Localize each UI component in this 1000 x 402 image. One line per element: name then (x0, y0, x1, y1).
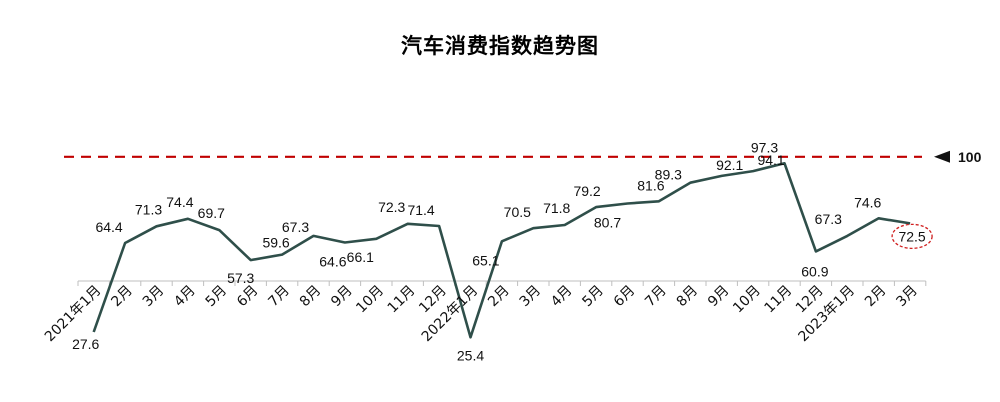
data-label: 71.3 (135, 201, 162, 217)
x-tick-label: 6月 (234, 283, 262, 311)
highlight-ellipse (891, 223, 933, 250)
x-tick-label: 11月 (385, 283, 419, 317)
x-tick-label: 4月 (548, 283, 576, 311)
data-label: 94.1 (757, 152, 784, 168)
data-label: 71.8 (543, 200, 570, 216)
chart-title: 汽车消费指数趋势图 (401, 34, 599, 58)
data-label: 25.4 (457, 347, 484, 363)
x-tick-label: 10月 (730, 283, 764, 317)
x-tick-label: 2月 (862, 283, 890, 311)
x-tick-label: 11月 (762, 283, 796, 317)
data-label: 70.5 (504, 204, 531, 220)
data-label: 57.3 (227, 270, 254, 286)
x-tick-label: 5月 (203, 283, 231, 311)
data-label: 66.1 (347, 249, 374, 265)
reference-line-label: 100 (958, 149, 982, 165)
x-tick-label: 10月 (353, 283, 387, 317)
data-label: 81.6 (637, 177, 664, 193)
data-label: 69.7 (198, 205, 225, 221)
data-label: 92.1 (716, 157, 743, 173)
data-label: 60.9 (801, 263, 828, 279)
x-tick-label: 3月 (893, 283, 921, 311)
reference-line-group: 100 (64, 149, 982, 165)
x-tick-label: 2月 (108, 283, 136, 311)
data-label: 72.3 (378, 199, 405, 215)
data-label: 89.3 (655, 167, 682, 183)
data-labels: 27.664.471.3 74.469.757.359.667.364.6 66.1… (72, 139, 933, 363)
x-tick-label: 3月 (517, 283, 545, 311)
data-label: 27.6 (72, 336, 99, 352)
x-tick-label: 5月 (579, 283, 607, 311)
data-label: 74.4 (166, 194, 193, 210)
data-label: 67.3 (815, 211, 842, 227)
data-label: 59.6 (262, 235, 289, 251)
x-tick-label: 9月 (328, 283, 356, 311)
data-label: 72.5 (898, 228, 925, 244)
x-tick-label: 8月 (674, 283, 702, 311)
x-tick-label: 2月 (485, 283, 513, 311)
data-label: 67.3 (282, 219, 309, 235)
data-label: 64.4 (95, 219, 122, 235)
x-tick-label: 6月 (611, 283, 639, 311)
x-axis (77, 280, 927, 286)
x-tick-label: 7月 (642, 283, 670, 311)
x-tick-label: 3月 (140, 283, 168, 311)
data-label: 64.6 (319, 253, 346, 269)
data-label: 80.7 (594, 215, 621, 231)
x-tick-label: 4月 (171, 283, 199, 311)
reference-arrow-icon (934, 150, 950, 163)
data-label: 79.2 (573, 183, 600, 199)
data-label: 74.6 (854, 194, 881, 210)
data-label: 71.4 (407, 202, 434, 218)
data-label: 65.1 (472, 252, 499, 268)
data-label: 97.3 (751, 139, 778, 155)
x-tick-label: 8月 (297, 283, 325, 311)
series-line (92, 162, 911, 339)
x-tick-label: 9月 (705, 283, 733, 311)
x-tick-label: 7月 (265, 283, 293, 311)
series-line-group (92, 162, 911, 339)
